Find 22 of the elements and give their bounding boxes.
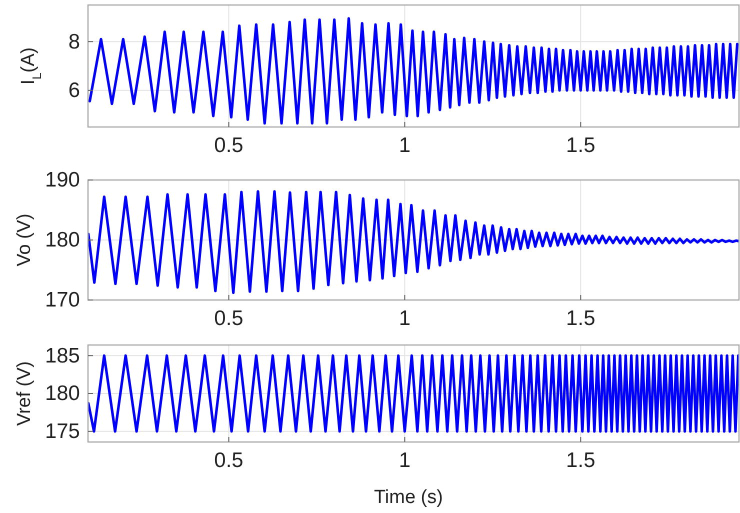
y-tick-label: 180 <box>44 228 80 252</box>
y-axis-title: Vo (V) <box>14 214 35 266</box>
x-axis-title: Time (s) <box>374 487 443 508</box>
y-tick-label: 190 <box>44 168 80 192</box>
x-tick-label: 1 <box>398 134 411 157</box>
y-axis-title: Vref (V) <box>14 361 35 426</box>
x-tick-label: 1 <box>398 448 411 472</box>
y-tick-label: 185 <box>44 344 80 368</box>
y-tick-label: 175 <box>44 420 80 444</box>
x-tick-label: 0.5 <box>214 306 244 330</box>
y-tick-label: 8 <box>68 30 80 54</box>
x-tick-label: 1.5 <box>566 448 596 472</box>
y-tick-label: 170 <box>44 288 80 312</box>
x-tick-label: 1.5 <box>566 306 596 330</box>
x-tick-label: 0.5 <box>214 134 244 157</box>
y-tick-label: 6 <box>68 79 80 102</box>
line-series <box>88 190 739 294</box>
x-tick-label: 1 <box>398 306 411 330</box>
x-tick-label: 0.5 <box>214 448 244 472</box>
y-tick-label: 180 <box>44 382 80 406</box>
line-series <box>88 17 739 125</box>
x-tick-label: 1.5 <box>566 134 596 157</box>
